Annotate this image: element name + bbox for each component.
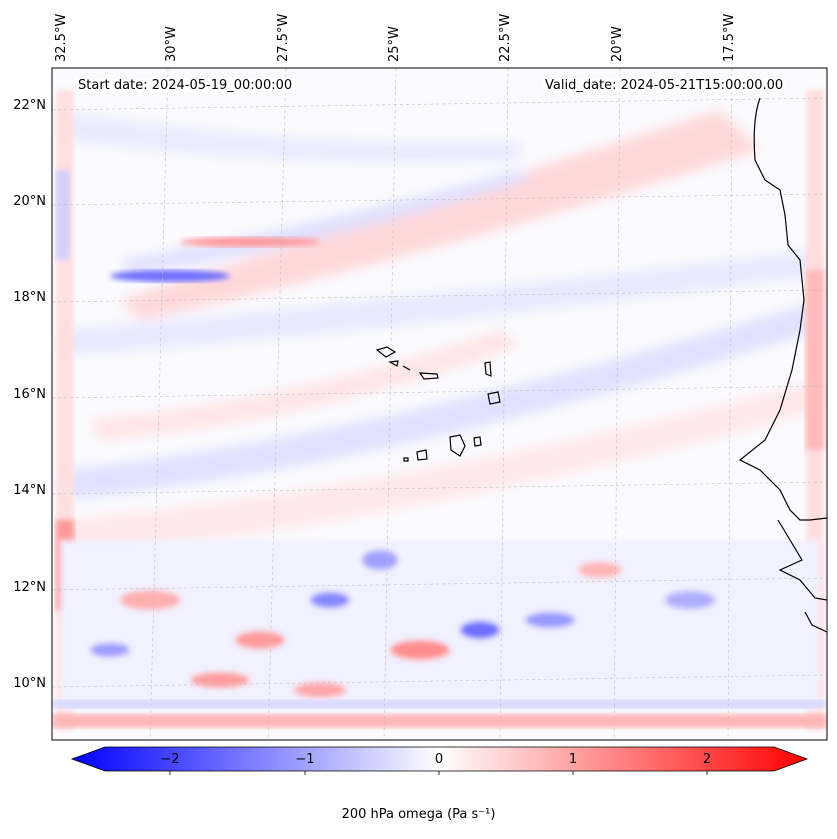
lat-label-18N: 18°N — [13, 290, 46, 305]
lat-label-10N: 10°N — [13, 676, 46, 691]
omega-field — [52, 68, 827, 740]
gridlines — [52, 68, 827, 740]
colorbar-tick-minus1: −1 — [295, 752, 315, 767]
colorbar-bar — [70, 746, 809, 772]
map-frame — [51, 67, 828, 741]
lon-label-27-5W: 27.5°W — [276, 13, 291, 62]
colorbar-tick-minus2: −2 — [160, 752, 180, 767]
lat-label-16N: 16°N — [13, 387, 46, 402]
colorbar-tick-0: 0 — [434, 752, 444, 767]
start-date-label: Start date: 2024-05-19_00:00:00 — [76, 78, 295, 93]
lon-label-22-5W: 22.5°W — [498, 13, 513, 62]
lat-label-22N: 22°N — [13, 98, 46, 113]
lon-label-32-5W: 32.5°W — [54, 13, 69, 62]
colorbar-tick-1: 1 — [568, 752, 578, 767]
lon-label-25W: 25°W — [387, 26, 402, 62]
lat-label-12N: 12°N — [13, 580, 46, 595]
coastline — [375, 97, 827, 633]
colorbar-label: 200 hPa omega (Pa s⁻¹) — [341, 807, 496, 822]
lat-label-14N: 14°N — [13, 483, 46, 498]
lon-label-30W: 30°W — [164, 26, 179, 62]
colorbar-tick-2: 2 — [702, 752, 712, 767]
lat-label-20N: 20°N — [13, 194, 46, 209]
valid-date-label: Valid_date: 2024-05-21T15:00:00.00 — [543, 78, 786, 93]
lon-label-17-5W: 17.5°W — [722, 13, 737, 62]
lon-label-20W: 20°W — [610, 26, 625, 62]
colorbar — [70, 746, 809, 775]
